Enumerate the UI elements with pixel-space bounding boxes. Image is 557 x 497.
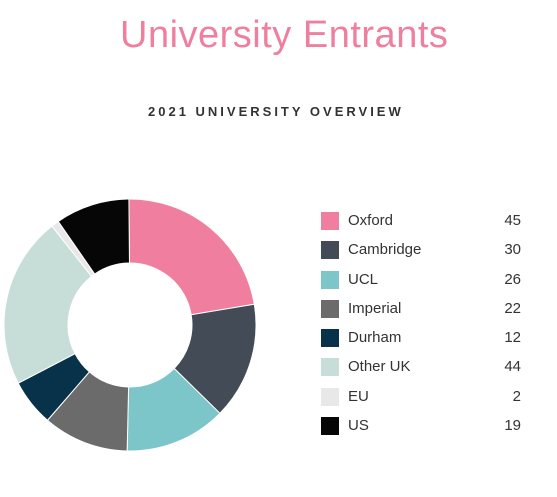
legend-swatch-oxford — [321, 212, 339, 230]
legend-value-oxford: 45 — [504, 212, 521, 229]
legend-label-imperial: Imperial — [348, 299, 402, 317]
legend-value-us: 19 — [504, 417, 521, 435]
legend: Oxford 45 Cambridge 30 UCL 26 Imperial 2… — [321, 208, 521, 442]
legend-label-durham: Durham — [348, 329, 402, 347]
chart-subtitle: 2021 UNIVERSITY OVERVIEW — [148, 104, 404, 119]
legend-label-oxford: Oxford — [348, 212, 394, 229]
legend-item-us: US 19 — [321, 413, 521, 442]
donut-chart — [3, 198, 257, 452]
legend-swatch-us — [321, 417, 339, 436]
legend-value-eu: 2 — [512, 387, 521, 405]
chart-title: University Entrants — [120, 14, 449, 56]
legend-value-imperial: 22 — [504, 299, 521, 317]
legend-item-oxford: Oxford 45 — [321, 208, 521, 237]
legend-item-ucl: UCL 26 — [321, 267, 521, 296]
legend-item-durham: Durham 12 — [321, 325, 521, 354]
legend-item-other-uk: Other UK 44 — [321, 354, 521, 383]
legend-swatch-eu — [321, 387, 339, 406]
legend-value-other-uk: 44 — [504, 358, 521, 376]
legend-item-imperial: Imperial 22 — [321, 296, 521, 325]
donut-slice-us — [57, 198, 130, 275]
legend-item-cambridge: Cambridge 30 — [321, 237, 521, 266]
legend-item-eu: EU 2 — [321, 384, 521, 413]
donut-slice-oxford — [128, 198, 255, 316]
legend-label-us: US — [348, 417, 369, 435]
legend-value-cambridge: 30 — [504, 241, 521, 259]
legend-swatch-cambridge — [321, 241, 339, 260]
legend-swatch-imperial — [321, 299, 339, 318]
legend-value-ucl: 26 — [504, 270, 521, 288]
legend-swatch-ucl — [321, 270, 339, 289]
legend-swatch-other-uk — [321, 358, 339, 377]
legend-value-durham: 12 — [504, 329, 521, 347]
donut-slice-other-uk — [3, 225, 93, 384]
legend-label-other-uk: Other UK — [348, 358, 411, 376]
legend-swatch-durham — [321, 329, 339, 348]
legend-label-cambridge: Cambridge — [348, 241, 422, 259]
legend-label-ucl: UCL — [348, 270, 379, 288]
legend-label-eu: EU — [348, 387, 369, 405]
